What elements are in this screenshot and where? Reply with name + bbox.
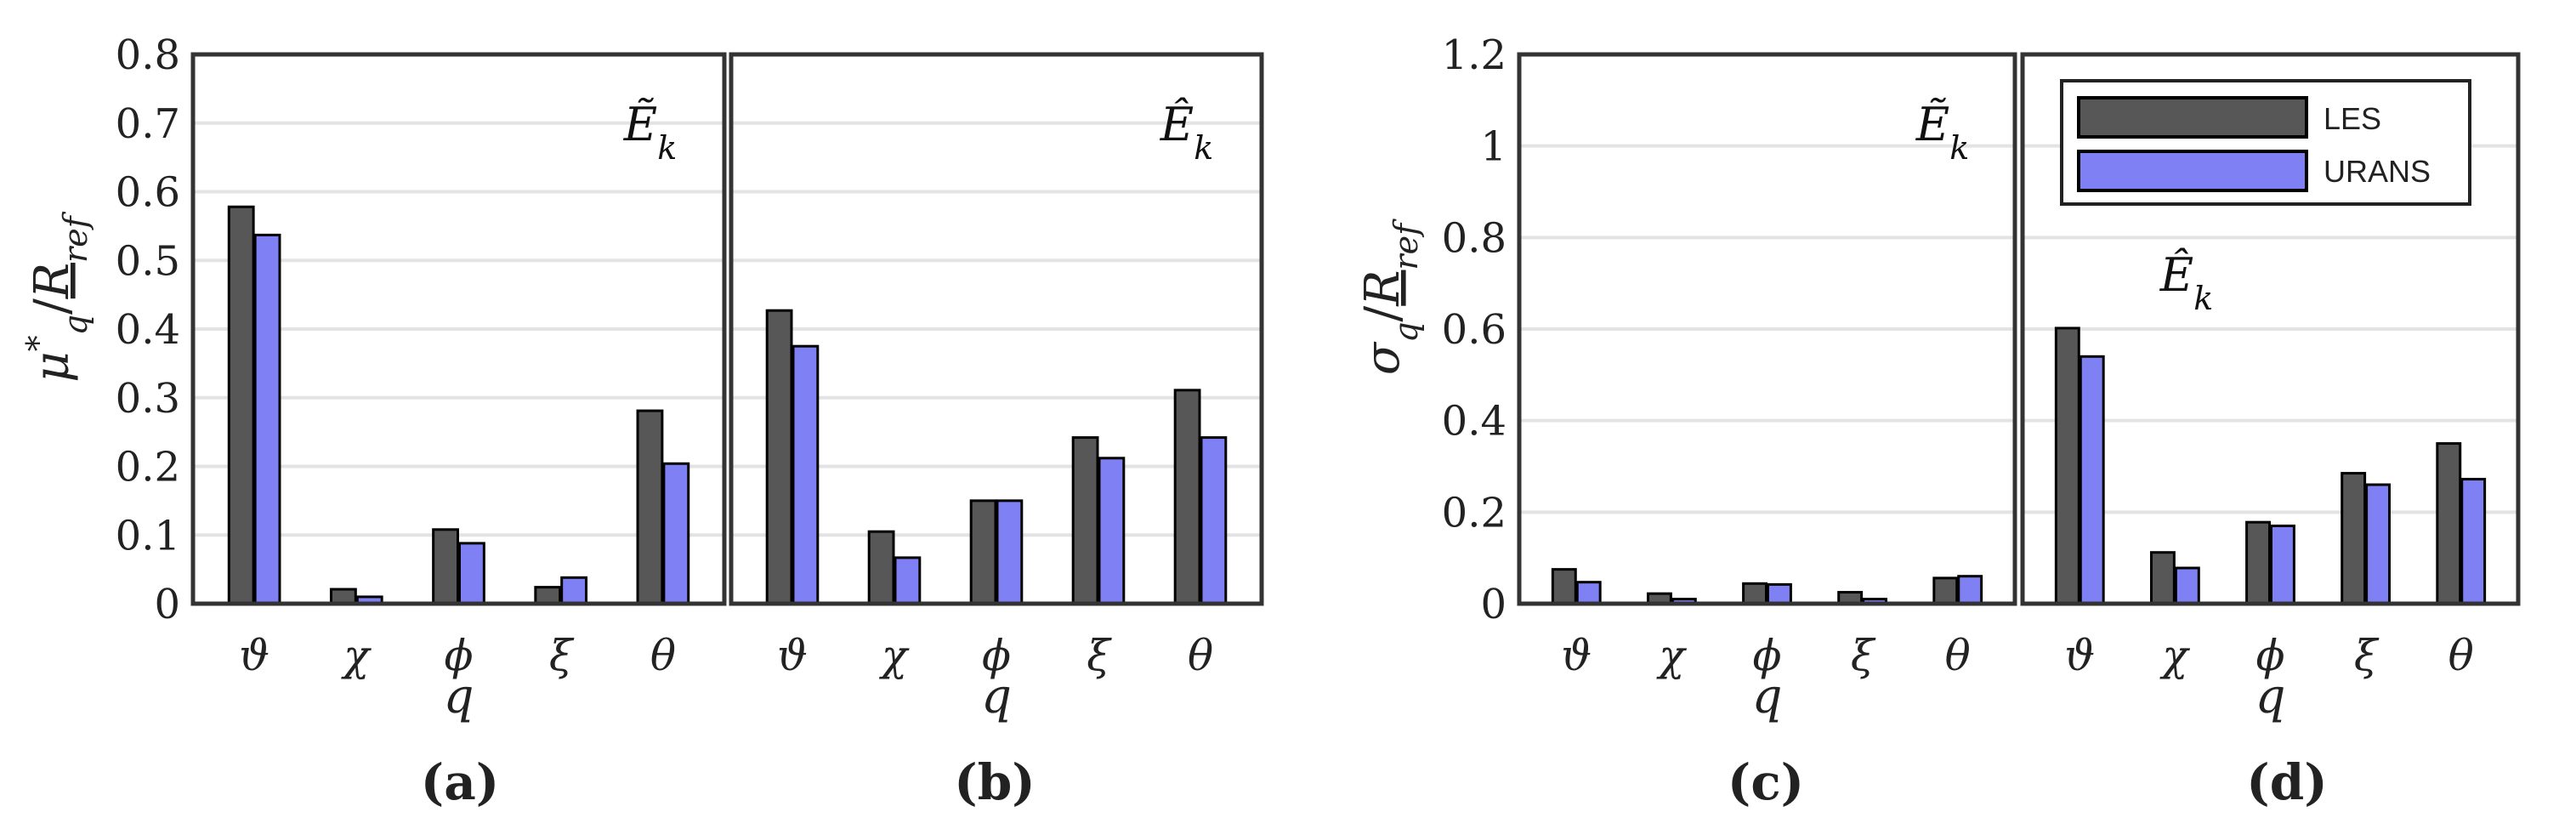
bar-urans <box>1200 436 1228 605</box>
y-tick-label: 1 <box>1480 123 1506 171</box>
y-tick-label: 0.4 <box>1442 398 1506 446</box>
y-tick-label: 0 <box>1480 581 1506 628</box>
ylabel-right: σq/Rref <box>1355 219 1425 375</box>
x-axis-label: q <box>444 669 474 724</box>
legend-label-les: LES <box>2324 101 2381 136</box>
panel-label: (c) <box>1728 753 1804 811</box>
bar-les <box>227 205 255 605</box>
y-tick-label: 0.1 <box>116 512 180 559</box>
x-tick-label: ϕ <box>444 631 473 680</box>
y-tick-label: 0 <box>154 581 180 628</box>
x-tick-label: ϕ <box>2255 631 2284 680</box>
y-tick-label: 1.2 <box>1442 31 1506 79</box>
y-tick-label: 0.2 <box>1442 489 1506 537</box>
panel-label: (b) <box>954 753 1035 811</box>
x-tick-label: χ <box>1656 631 1687 680</box>
x-tick-label: ξ <box>2354 631 2380 680</box>
bar-les <box>636 409 664 605</box>
y-tick-label: 0.2 <box>116 444 180 491</box>
panel-label: (d) <box>2246 753 2327 811</box>
bar-les <box>1551 568 1577 605</box>
legend-swatch-urans <box>2077 150 2308 192</box>
x-tick-label: ξ <box>549 631 575 680</box>
x-tick-label: θ <box>2448 631 2474 680</box>
y-tick-label: 0.8 <box>1442 214 1506 262</box>
x-tick-label: ξ <box>1087 631 1112 680</box>
x-tick-label: ϕ <box>982 631 1011 680</box>
bar-les <box>534 586 562 605</box>
y-tick-label: 0.4 <box>116 306 180 354</box>
x-tick-label: ϕ <box>1752 631 1781 680</box>
axes-frame <box>1517 52 2017 606</box>
y-tick-label: 0.6 <box>1442 306 1506 354</box>
axes-frame <box>2020 52 2521 606</box>
y-tick-label: 0.5 <box>116 237 180 285</box>
bar-urans <box>894 556 922 605</box>
axes-frame <box>190 52 727 606</box>
legend-label-urans: URANS <box>2324 154 2431 189</box>
y-tick-label: 0.3 <box>116 375 180 423</box>
x-axis-label: q <box>2255 669 2286 724</box>
bar-les <box>1173 389 1201 605</box>
bar-urans <box>458 542 485 605</box>
x-tick-label: ϑ <box>1561 631 1592 680</box>
panel-label: (a) <box>421 753 499 811</box>
bar-urans <box>792 344 820 605</box>
bar-les <box>2149 551 2176 605</box>
bar-urans <box>253 233 281 605</box>
x-tick-label: χ <box>2159 631 2190 680</box>
bar-les <box>2341 472 2367 605</box>
x-tick-label: θ <box>1945 631 1971 680</box>
bar-les <box>1742 582 1767 605</box>
bar-les <box>1071 436 1099 605</box>
bar-urans <box>1098 457 1126 605</box>
bar-les <box>432 528 459 605</box>
legend-swatch-les <box>2077 96 2308 139</box>
bar-les <box>2436 442 2462 605</box>
energy-annotation: Ẽk <box>623 97 677 167</box>
bar-les <box>969 499 997 605</box>
x-tick-label: ϑ <box>777 631 808 680</box>
bar-les <box>2054 326 2080 605</box>
bar-urans <box>662 462 690 605</box>
energy-annotation: Ẽk <box>1915 97 1969 167</box>
y-tick-label: 0.8 <box>116 31 180 79</box>
legend: LES URANS <box>2060 79 2471 206</box>
x-axis-label: q <box>981 669 1012 724</box>
bar-urans <box>560 576 588 605</box>
bar-urans <box>2460 478 2487 605</box>
bar-les <box>867 530 895 605</box>
x-tick-label: θ <box>650 631 676 680</box>
bar-urans <box>1767 582 1792 605</box>
bar-urans <box>1575 581 1602 605</box>
bar-urans <box>2365 483 2392 605</box>
bar-urans <box>2270 524 2295 605</box>
bar-les <box>329 588 357 605</box>
y-tick-label: 0.7 <box>116 100 180 148</box>
axes-frame <box>729 52 1264 606</box>
x-tick-label: θ <box>1188 631 1213 680</box>
energy-annotation: Êk <box>2159 247 2213 317</box>
y-tick-label: 0.6 <box>116 169 180 217</box>
x-tick-label: ξ <box>1851 631 1876 680</box>
bar-les <box>1932 576 1959 605</box>
bar-urans <box>2079 355 2105 605</box>
bar-les <box>2245 520 2271 605</box>
x-tick-label: ϑ <box>2064 631 2095 680</box>
x-tick-label: χ <box>879 631 910 680</box>
bar-urans <box>1957 575 1983 605</box>
ylabel-left: μ*q/Rref <box>20 211 94 382</box>
bar-urans <box>2174 566 2200 605</box>
energy-annotation: Êk <box>1160 97 1213 167</box>
bar-urans <box>996 499 1024 605</box>
x-axis-label: q <box>1752 669 1783 724</box>
x-tick-label: ϑ <box>239 631 270 680</box>
bar-les <box>765 309 793 605</box>
x-tick-label: χ <box>341 631 372 680</box>
